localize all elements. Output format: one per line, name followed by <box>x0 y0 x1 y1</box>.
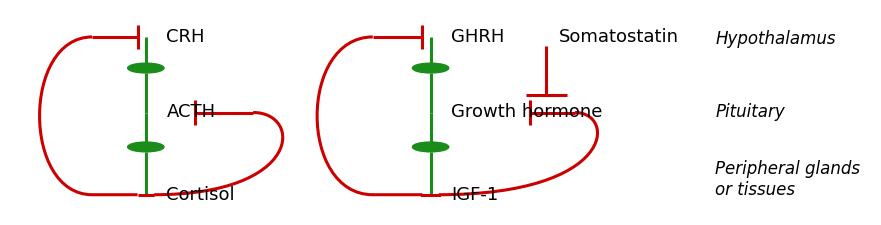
Text: Pituitary: Pituitary <box>715 104 785 122</box>
Text: Somatostatin: Somatostatin <box>559 28 678 46</box>
Text: Cortisol: Cortisol <box>167 186 235 204</box>
Text: Growth hormone: Growth hormone <box>451 104 603 122</box>
Text: Hypothalamus: Hypothalamus <box>715 30 836 48</box>
Text: ACTH: ACTH <box>167 104 216 122</box>
Text: CRH: CRH <box>167 28 205 46</box>
Text: GHRH: GHRH <box>451 28 505 46</box>
Circle shape <box>128 63 164 73</box>
Text: IGF-1: IGF-1 <box>451 186 499 204</box>
Circle shape <box>128 142 164 152</box>
Circle shape <box>412 63 448 73</box>
Circle shape <box>412 142 448 152</box>
Text: Peripheral glands
or tissues: Peripheral glands or tissues <box>715 160 861 199</box>
